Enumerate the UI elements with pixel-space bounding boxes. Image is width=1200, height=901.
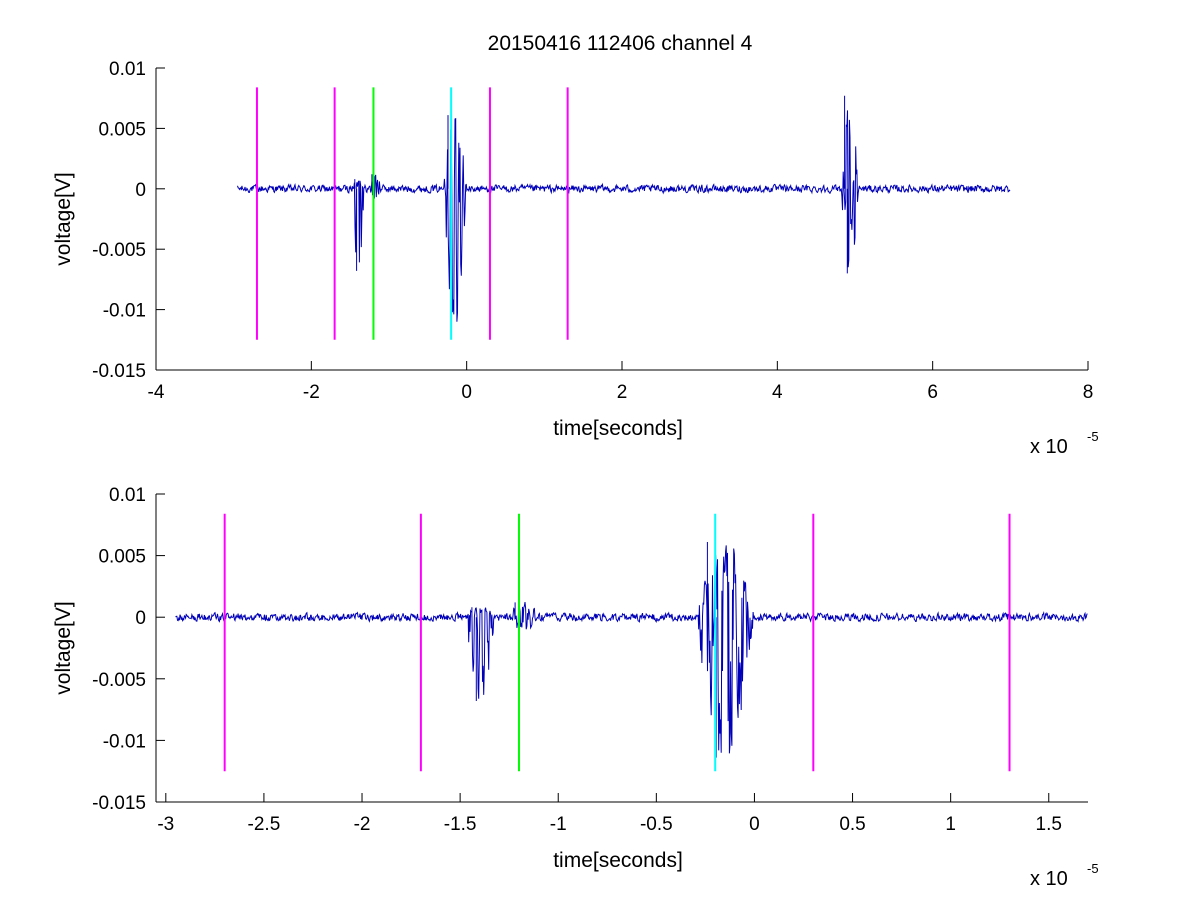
x-tick-label: -2 <box>303 382 320 403</box>
x-axis-label: time[seconds] <box>553 849 683 872</box>
y-tick-label: -0.01 <box>103 731 146 752</box>
x-axis-label: time[seconds] <box>553 417 683 440</box>
x-multiplier-exponent: -5 <box>1087 429 1099 444</box>
x-tick-label: 0 <box>461 382 472 403</box>
figure-title: 20150416 112406 channel 4 <box>488 32 753 55</box>
y-tick-label: 0 <box>135 180 146 201</box>
x-tick-label: -4 <box>148 382 165 403</box>
y-tick-label: -0.005 <box>92 240 146 261</box>
x-multiplier-exponent: -5 <box>1087 861 1099 876</box>
x-tick-label: -1 <box>550 814 567 835</box>
x-tick-label: 1 <box>945 814 956 835</box>
y-tick-label: -0.01 <box>103 301 146 322</box>
x-tick-label: 4 <box>772 382 783 403</box>
y-axis-label: voltage[V] <box>52 172 75 265</box>
subplot-bottom: -3 -2.5 -2 -1.5 -1 -0.5 0 0.5 1 1.5 0.01 0.005 0 -0.0… <box>52 485 1099 890</box>
x-tick-label: 0 <box>749 814 760 835</box>
y-tick-label: 0.005 <box>98 547 146 568</box>
y-tick-label: -0.015 <box>92 793 146 814</box>
x-tick-label: 0.5 <box>839 814 865 835</box>
x-tick-label: 1.5 <box>1036 814 1062 835</box>
x-tick-label: 2 <box>617 382 628 403</box>
x-tick-label: 8 <box>1083 382 1094 403</box>
y-tick-label: 0.01 <box>109 59 146 80</box>
y-tick-label: 0.01 <box>109 485 146 506</box>
x-tick-label: -2 <box>354 814 371 835</box>
x-tick-label: -0.5 <box>640 814 673 835</box>
x-multiplier-label: x 10 <box>1030 436 1068 458</box>
x-tick-label: 6 <box>927 382 938 403</box>
x-tick-label: -1.5 <box>444 814 477 835</box>
y-tick-label: -0.015 <box>92 361 146 382</box>
y-axis-label: voltage[V] <box>52 601 75 694</box>
y-tick-label: 0.005 <box>98 119 146 140</box>
y-tick-label: -0.005 <box>92 670 146 691</box>
x-tick-label: -2.5 <box>248 814 281 835</box>
x-multiplier-label: x 10 <box>1030 868 1068 890</box>
subplot-top: -4 -2 0 2 4 6 8 0.01 0.005 0 -0.005 -0.01 -0.015 time… <box>52 59 1099 458</box>
y-tick-label: 0 <box>135 608 146 629</box>
x-tick-label: -3 <box>157 814 174 835</box>
